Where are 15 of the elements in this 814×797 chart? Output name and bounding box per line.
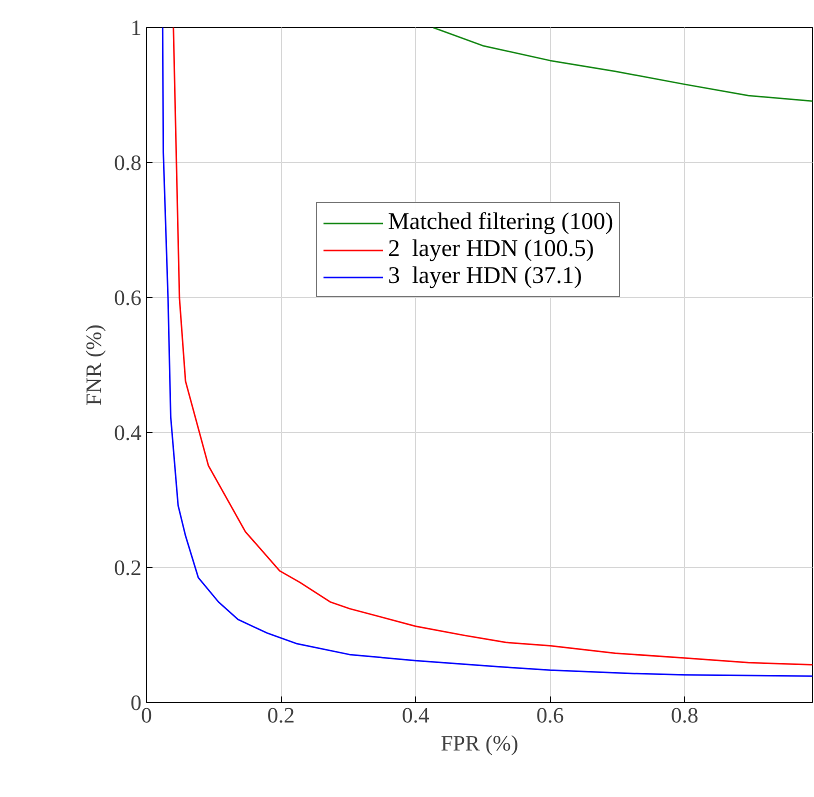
x-tick-label: 0.6 <box>536 702 564 728</box>
y-tick-label: 0.8 <box>114 150 142 175</box>
y-tick-label: 0.6 <box>114 285 142 310</box>
y-tick-label: 0.4 <box>114 420 142 445</box>
legend-label: 3 layer HDN (37.1) <box>388 263 582 290</box>
y-axis-title: FNR (%) <box>81 324 106 406</box>
y-tick-label: 1 <box>130 15 142 40</box>
x-tick-label: 0.4 <box>402 702 430 728</box>
x-tick-label: 0.8 <box>670 702 698 728</box>
line-series <box>432 28 812 102</box>
x-axis-title: FPR (%) <box>440 730 518 756</box>
y-tick-label: 0.2 <box>114 555 142 580</box>
legend-label: Matched filtering (100) <box>388 209 614 236</box>
legend-label: 2 layer HDN (100.5) <box>388 236 594 263</box>
x-tick-label: 0.2 <box>267 702 295 728</box>
